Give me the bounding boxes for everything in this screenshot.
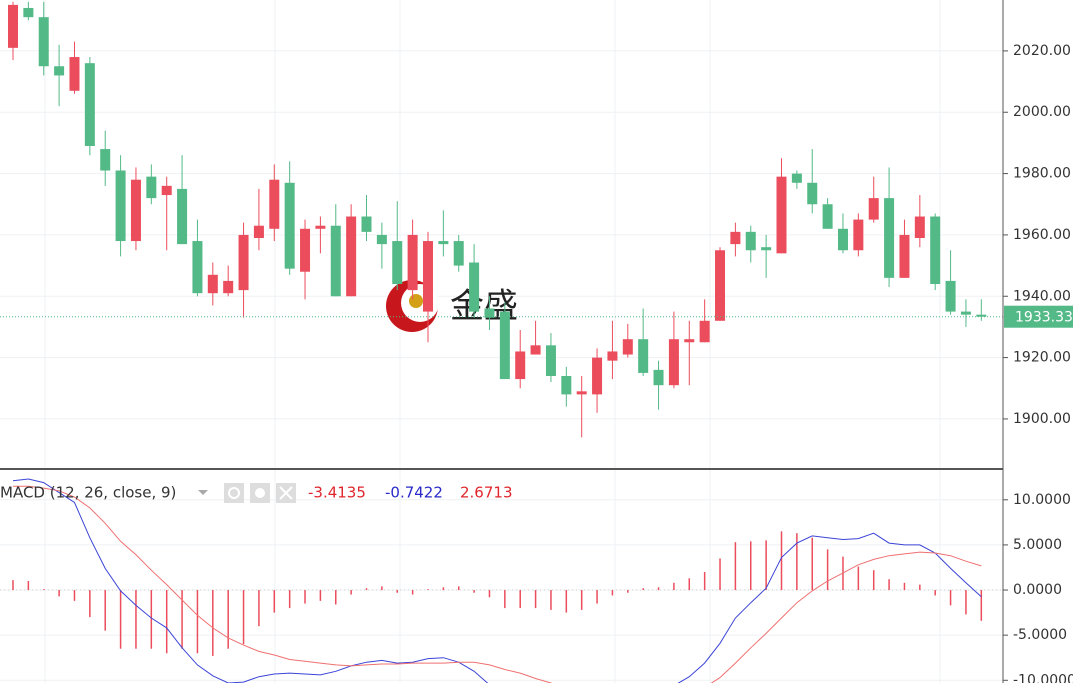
candle-body bbox=[638, 339, 649, 373]
candle-body bbox=[300, 228, 311, 272]
candle-body bbox=[361, 216, 372, 232]
candle-body bbox=[730, 231, 741, 245]
candle-body bbox=[346, 216, 357, 297]
candle-body bbox=[545, 345, 556, 376]
candle-body bbox=[930, 216, 941, 284]
candle-body bbox=[837, 228, 848, 251]
candle-body bbox=[376, 234, 387, 245]
candle-body bbox=[976, 314, 987, 317]
candle-body bbox=[38, 17, 49, 67]
candle-body bbox=[499, 311, 510, 380]
watermark: 金盛 bbox=[386, 280, 518, 332]
candle-body bbox=[69, 57, 80, 91]
legend-arrow[interactable] bbox=[198, 490, 208, 495]
candle-body bbox=[238, 234, 249, 291]
y-tick-label: 0.0000 bbox=[1013, 582, 1062, 598]
candle-body bbox=[791, 173, 802, 183]
candle-body bbox=[8, 4, 18, 48]
candle-body bbox=[684, 339, 695, 343]
candle-body bbox=[592, 357, 603, 395]
legend-value: -0.7422 bbox=[385, 484, 443, 502]
candle-body bbox=[853, 219, 864, 251]
candle-body bbox=[269, 179, 280, 229]
candle-body bbox=[699, 320, 710, 343]
settings-glyph bbox=[255, 488, 265, 498]
candle-body bbox=[130, 179, 141, 242]
y-tick-label: 2000.00 bbox=[1013, 104, 1071, 120]
legend-value: -3.4135 bbox=[308, 484, 366, 502]
candle-body bbox=[960, 311, 971, 315]
candle-body bbox=[484, 308, 495, 318]
candle-body bbox=[914, 216, 925, 238]
candle-body bbox=[453, 241, 464, 266]
time-grid bbox=[44, 0, 941, 683]
last-price-box bbox=[1004, 305, 1073, 328]
candle-body bbox=[561, 375, 572, 395]
candle-body bbox=[945, 280, 956, 312]
candle-body bbox=[515, 351, 526, 380]
candle-body bbox=[330, 225, 341, 297]
candle-body bbox=[438, 241, 449, 245]
candle-body bbox=[776, 176, 787, 254]
candle-body bbox=[100, 149, 111, 171]
y-tick-label: 1960.00 bbox=[1013, 227, 1071, 243]
macd-line bbox=[12, 478, 982, 683]
candle-body bbox=[392, 241, 403, 284]
candle-body bbox=[668, 339, 679, 386]
y-tick-label: 10.0000 bbox=[1013, 492, 1071, 508]
candle-body bbox=[868, 198, 879, 220]
candle-body bbox=[622, 339, 633, 355]
macd-legend: MACD (12, 26, close, 9) -3.4135 -0.7422 … bbox=[0, 483, 513, 503]
candle-body bbox=[576, 391, 587, 395]
legend-value: 2.6713 bbox=[460, 484, 513, 502]
candle-body bbox=[407, 234, 418, 291]
y-tick-label: 2020.00 bbox=[1013, 43, 1071, 59]
candle-body bbox=[822, 204, 833, 229]
candle-body bbox=[177, 188, 188, 245]
y-tick-label: 1900.00 bbox=[1013, 411, 1071, 427]
visibility-icon[interactable] bbox=[224, 483, 244, 503]
y-tick-label: 1920.00 bbox=[1013, 350, 1071, 366]
candle-body bbox=[715, 250, 726, 321]
y-tick-label: -5.0000 bbox=[1013, 627, 1067, 643]
y-tick-label: 1940.00 bbox=[1013, 288, 1071, 304]
visibility-glyph bbox=[228, 487, 240, 499]
candle-body bbox=[653, 369, 664, 386]
candle-body bbox=[54, 66, 65, 76]
candle-body bbox=[192, 241, 203, 294]
candle-body bbox=[315, 225, 326, 229]
candle-body bbox=[207, 274, 218, 294]
candle-body bbox=[761, 247, 772, 251]
last-price-label: 1933.33 bbox=[1015, 310, 1073, 326]
candle-body bbox=[146, 176, 157, 199]
candle-body bbox=[223, 280, 234, 294]
close-glyph bbox=[279, 486, 293, 500]
candle-body bbox=[745, 231, 756, 251]
candle-body bbox=[161, 185, 172, 196]
candle-body bbox=[899, 234, 910, 278]
y-tick-label: 5.0000 bbox=[1013, 537, 1062, 553]
candle-body bbox=[422, 241, 433, 312]
y-tick-label: -10.0000 bbox=[1013, 672, 1073, 683]
candle-body bbox=[253, 225, 264, 238]
macd-line bbox=[13, 485, 982, 683]
candle-body bbox=[807, 182, 818, 205]
y-tick-label: 1980.00 bbox=[1013, 166, 1071, 182]
candle-body bbox=[530, 345, 541, 355]
candle-body bbox=[884, 198, 895, 278]
candle-body bbox=[84, 63, 95, 146]
legend-title: MACD (12, 26, close, 9) bbox=[0, 484, 176, 502]
candle-body bbox=[284, 182, 295, 269]
candle-body bbox=[469, 262, 480, 312]
candle-body bbox=[115, 170, 126, 242]
candle-body bbox=[23, 7, 34, 18]
candle-body bbox=[607, 351, 618, 361]
